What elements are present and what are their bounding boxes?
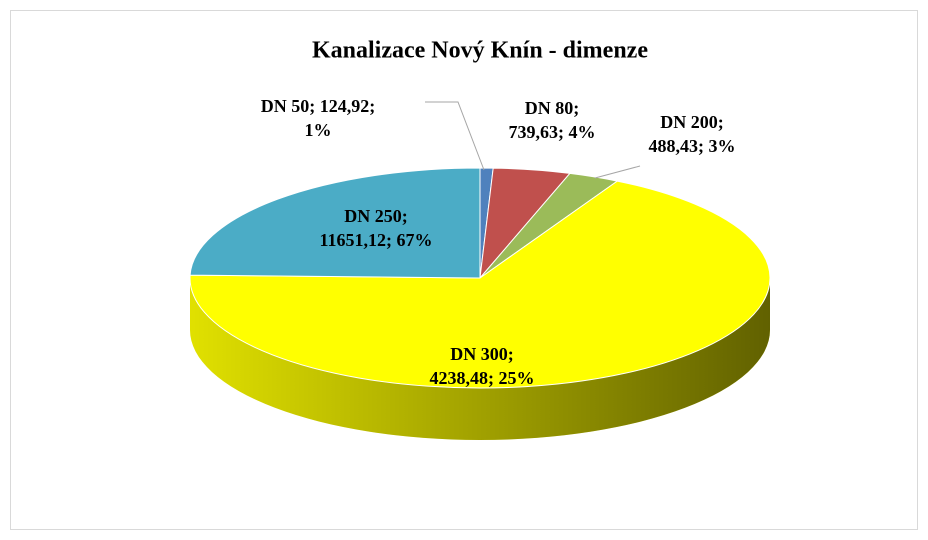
chart-title: Kanalizace Nový Knín - dimenze [312,38,648,64]
data-label-line: DN 250; [344,206,408,226]
slice [189,180,771,389]
slice [189,167,481,279]
data-label-line: DN 200; [660,112,724,132]
data-label: DN 200; 488,43; 3% [649,112,736,156]
data-label-line: DN 80; [525,98,580,118]
slice-side-shade [190,278,770,440]
leader-line [425,101,485,171]
data-label: DN 50; 124,92; 1% [261,96,376,140]
leader-line [594,165,641,179]
data-label: DN 300; 4238,48; 25% [430,344,535,388]
data-label-line: 11651,12; 67% [319,230,432,250]
data-label-line: 739,63; 4% [509,122,596,142]
labels: DN 50; 124,92; 1% DN 80; 739,63; 4% DN 200; 4… [261,96,736,388]
pie [189,167,771,440]
data-label: DN 80; 739,63; 4% [509,98,596,142]
data-label-line: DN 300; [450,344,514,364]
data-label-line: DN 50; 124,92; [261,96,376,116]
data-label-line: 488,43; 3% [649,136,736,156]
data-label: DN 250; 11651,12; 67% [319,206,432,250]
data-label-line: 1% [305,120,332,140]
data-label-line: 4238,48; 25% [430,368,535,388]
